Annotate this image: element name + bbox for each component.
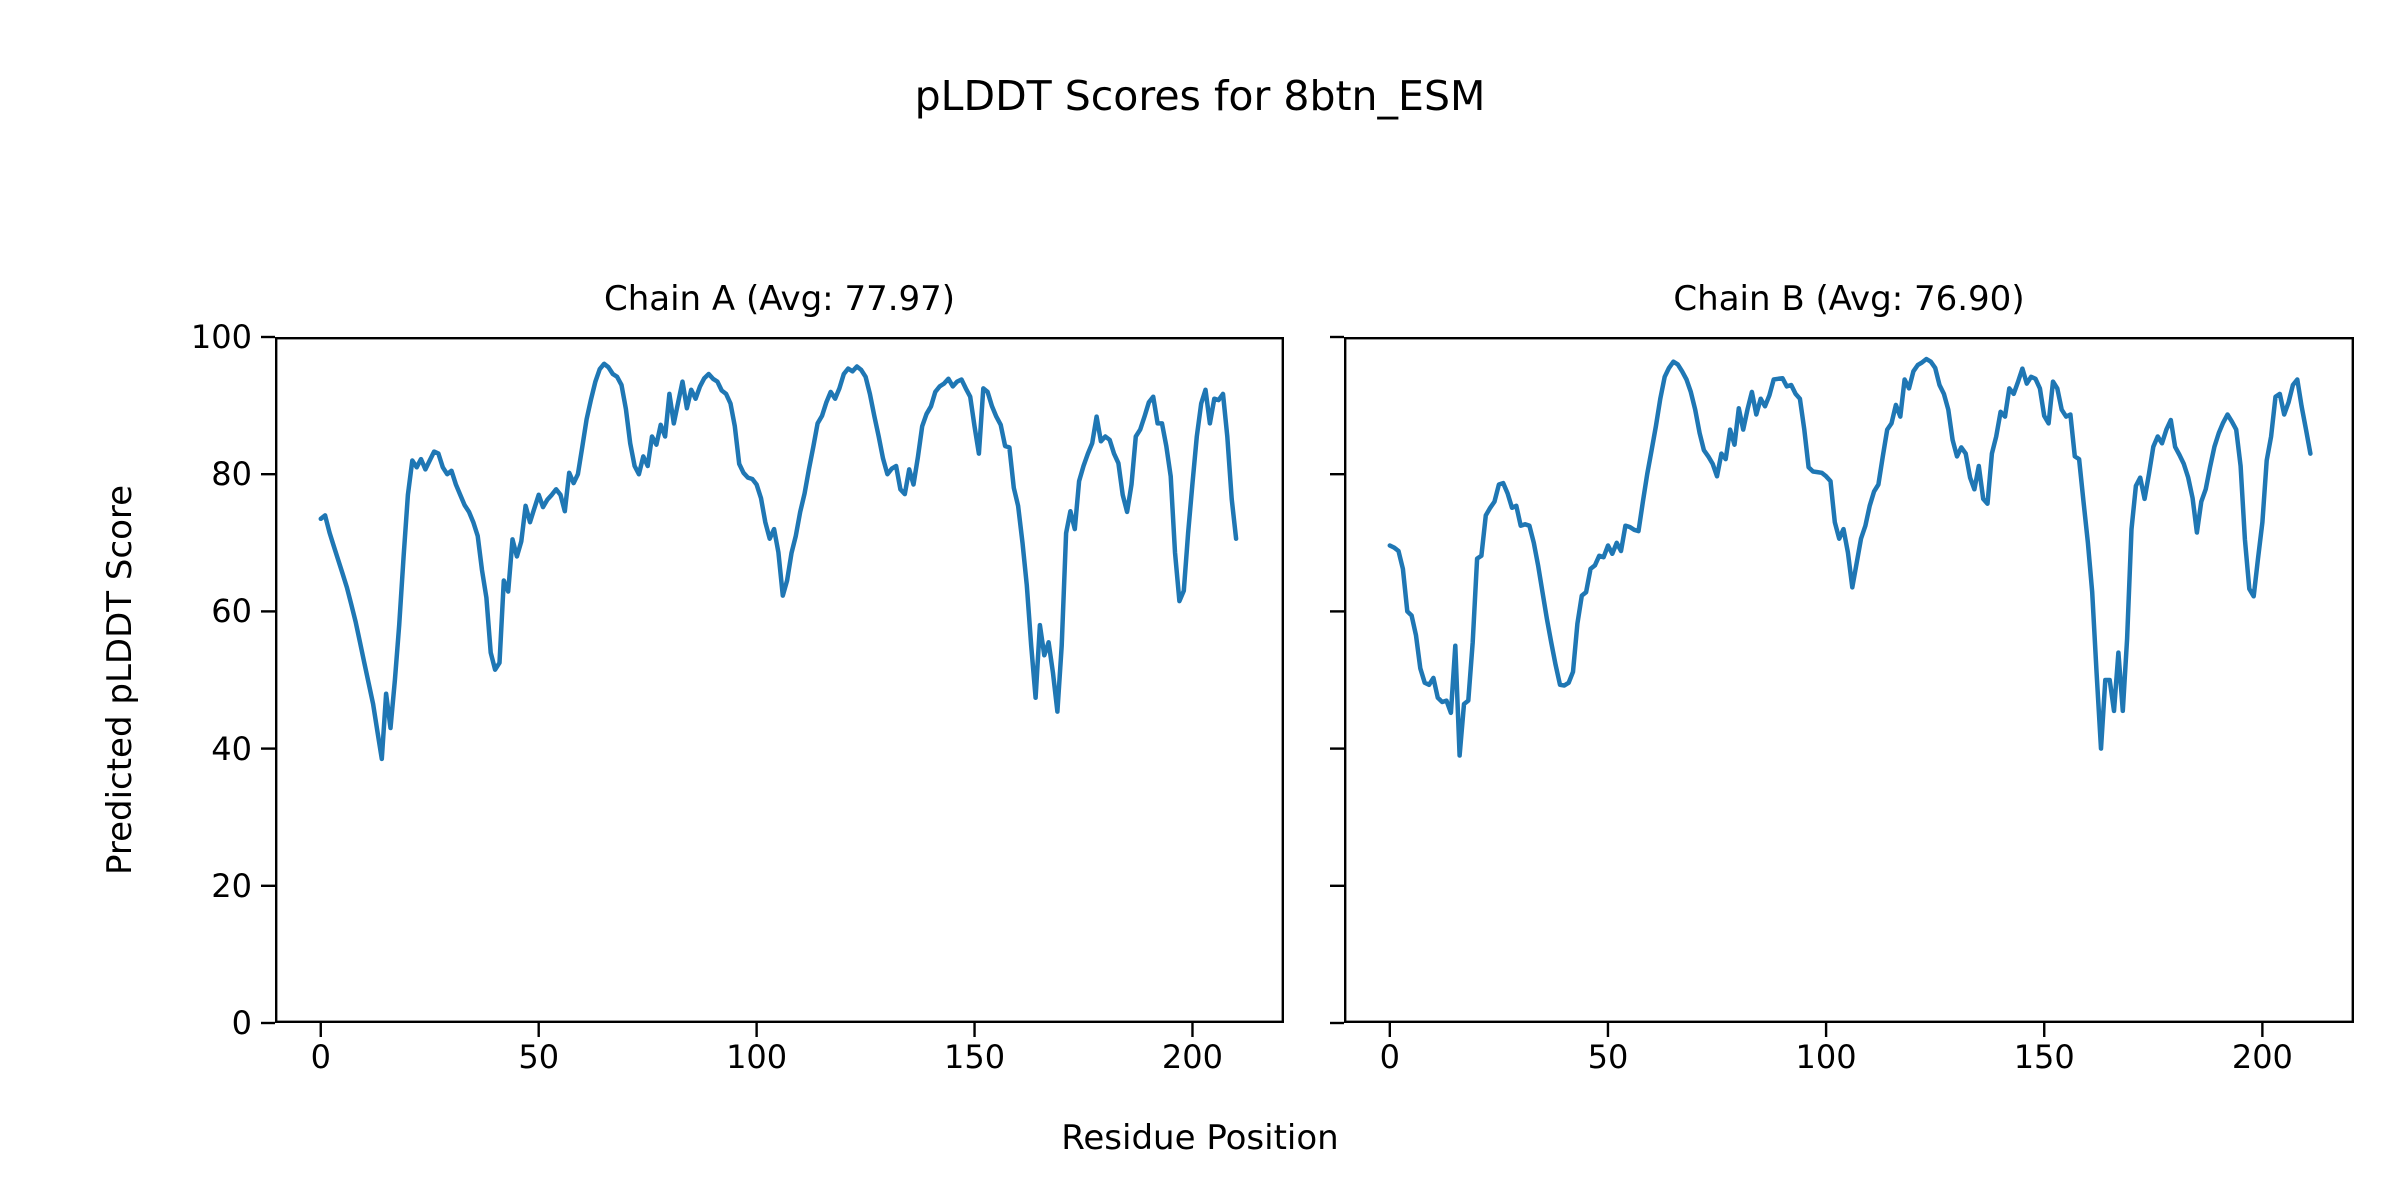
chain-a-line-chart	[261, 335, 1284, 1037]
subplot-chain-a: Chain A (Avg: 77.97) 0 50 100 150 200 0 20 40 60…	[191, 279, 1284, 1075]
figure-title: pLDDT Scores for 8btn_ESM	[914, 72, 1486, 120]
x-tick-label: 0	[1379, 1038, 1400, 1076]
x-tick-label: 200	[1161, 1038, 1224, 1076]
x-tick-label: 100	[726, 1038, 788, 1076]
x-tick-label: 200	[2231, 1038, 2293, 1076]
pldd-line-chain-b	[1387, 356, 2313, 758]
plot-frame	[1344, 337, 2354, 1023]
y-tick-label: 100	[190, 318, 252, 356]
x-tick-label: 50	[1587, 1038, 1629, 1076]
x-tick-label: 150	[943, 1038, 1006, 1076]
plot-frame	[275, 337, 1284, 1023]
subplot-chain-b: Chain B (Avg: 76.90) 0 50 100 150 200	[1330, 279, 2354, 1075]
chain-b-line-chart	[1330, 335, 2354, 1037]
x-tick-label: 50	[518, 1038, 560, 1076]
subplot-title-chain-b: Chain B (Avg: 76.90)	[1673, 279, 2025, 319]
y-tick-label: 40	[211, 729, 252, 768]
x-tick-label: 150	[2013, 1038, 2075, 1076]
x-axis-label: Residue Position	[1061, 1118, 1339, 1158]
y-tick-label: 80	[211, 455, 252, 494]
y-tick-label: 60	[211, 592, 252, 631]
y-axis-label: Predicted pLDDT Score	[100, 484, 140, 876]
y-tick-label: 0	[231, 1004, 252, 1042]
pldd-line-chain-a	[318, 361, 1239, 762]
subplot-title-chain-a: Chain A (Avg: 77.97)	[603, 279, 956, 319]
x-tick-label: 100	[1795, 1038, 1857, 1076]
x-tick-label: 0	[310, 1038, 331, 1076]
y-tick-label: 20	[211, 866, 252, 905]
